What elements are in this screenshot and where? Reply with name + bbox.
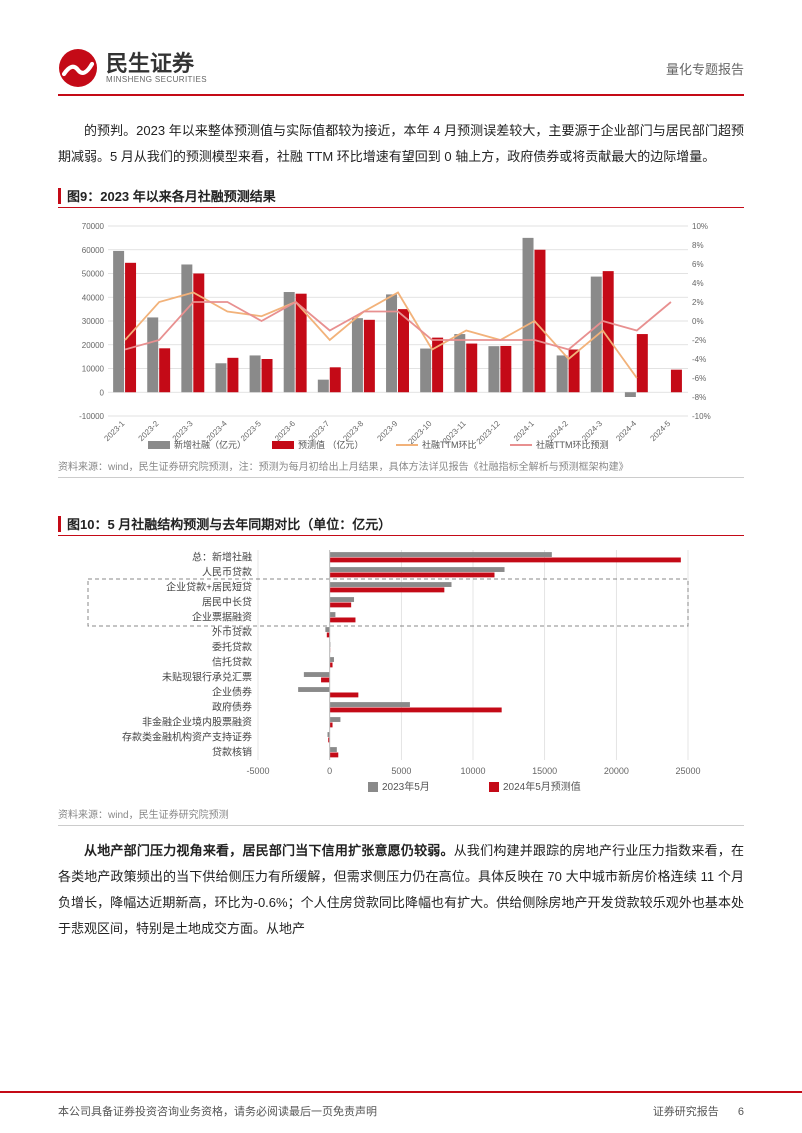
- brand-logo: 民生证券 MINSHENG SECURITIES: [58, 48, 207, 88]
- intro-para-text: 的预判。2023 年以来整体预测值与实际值都较为接近，本年 4 月预测误差较大，…: [58, 118, 744, 170]
- svg-text:总：新增社融: 总：新增社融: [192, 551, 252, 564]
- fig10-chart: -5000 0 5000 10000 15000 20000 25000 总：新增社融人民币贷…: [58, 544, 744, 804]
- logo-icon: [58, 48, 98, 88]
- red-bar-icon: [58, 516, 61, 532]
- svg-text:70000: 70000: [82, 222, 105, 231]
- svg-text:外币贷款: 外币贷款: [212, 626, 252, 639]
- svg-text:新增社融（亿元）: 新增社融（亿元）: [174, 439, 246, 450]
- svg-text:40000: 40000: [82, 293, 105, 302]
- svg-text:社融TTM环比预测: 社融TTM环比预测: [536, 439, 609, 450]
- svg-text:政府债券: 政府债券: [212, 701, 252, 714]
- svg-text:0%: 0%: [692, 317, 704, 326]
- footer-report-label: 证券研究报告: [653, 1106, 719, 1118]
- para2: 从地产部门压力视角来看，居民部门当下信用扩张意愿仍较弱。从我们构建并跟踪的房地产…: [58, 838, 744, 942]
- svg-text:2024-1: 2024-1: [512, 419, 536, 443]
- svg-text:企业贷款+居民短贷: 企业贷款+居民短贷: [166, 581, 252, 594]
- svg-text:10000: 10000: [82, 365, 105, 374]
- svg-text:20000: 20000: [604, 766, 629, 776]
- svg-text:居民中长贷: 居民中长贷: [202, 596, 252, 609]
- red-bar-icon: [58, 188, 61, 204]
- svg-text:2024年5月预测值: 2024年5月预测值: [503, 780, 581, 793]
- para2-lead: 从地产部门压力视角来看，居民部门当下信用扩张意愿仍较弱。: [84, 843, 454, 858]
- svg-text:-10000: -10000: [79, 412, 104, 421]
- fig10-source: 资料来源：wind，民生证券研究院预测: [58, 808, 744, 823]
- page-number: 6: [738, 1106, 744, 1118]
- fig9-title-row: 图9：2023 年以来各月社融预测结果: [58, 186, 744, 205]
- svg-text:-8%: -8%: [692, 393, 706, 402]
- svg-text:社融TTM环比: 社融TTM环比: [422, 439, 477, 450]
- svg-text:2023年5月: 2023年5月: [382, 780, 430, 793]
- fig10-title: 图10：5 月社融结构预测与去年同期对比（单位：亿元）: [67, 514, 391, 533]
- svg-text:预测值 （亿元）: 预测值 （亿元）: [298, 439, 364, 450]
- svg-text:0: 0: [327, 766, 332, 776]
- fig9-chart: -10000 0 10000 20000 30000 40000 50000 60000 700…: [58, 216, 744, 456]
- svg-text:贷款核销: 贷款核销: [212, 746, 252, 759]
- logo-text-cn: 民生证券: [106, 53, 207, 75]
- svg-text:0: 0: [100, 388, 105, 397]
- fig9-title: 图9：2023 年以来各月社融预测结果: [67, 186, 276, 205]
- svg-text:2023-12: 2023-12: [475, 419, 503, 447]
- logo-text-en: MINSHENG SECURITIES: [106, 75, 207, 84]
- svg-text:委托贷款: 委托贷款: [212, 641, 252, 654]
- svg-text:2023-2: 2023-2: [137, 419, 161, 443]
- svg-text:人民币贷款: 人民币贷款: [202, 566, 252, 579]
- svg-text:6%: 6%: [692, 260, 704, 269]
- fig10-rule: [58, 535, 744, 536]
- svg-text:2023-1: 2023-1: [102, 419, 126, 443]
- fig9-source: 资料来源：wind，民生证券研究院预测，注：预测为每月初给出上月结果，具体方法详…: [58, 460, 744, 475]
- fig10-title-row: 图10：5 月社融结构预测与去年同期对比（单位：亿元）: [58, 514, 744, 533]
- svg-text:-4%: -4%: [692, 355, 706, 364]
- footer: 本公司具备证券投资咨询业务资格，请务必阅读最后一页免责声明 证券研究报告 6: [0, 1091, 802, 1133]
- svg-text:5000: 5000: [391, 766, 411, 776]
- svg-text:2024-5: 2024-5: [648, 419, 672, 443]
- intro-para: 的预判。2023 年以来整体预测值与实际值都较为接近，本年 4 月预测误差较大，…: [58, 118, 744, 170]
- svg-text:-5000: -5000: [246, 766, 269, 776]
- svg-text:10000: 10000: [460, 766, 485, 776]
- report-type: 量化专题报告: [666, 59, 744, 78]
- svg-text:2%: 2%: [692, 298, 704, 307]
- svg-text:4%: 4%: [692, 279, 704, 288]
- svg-text:-6%: -6%: [692, 374, 706, 383]
- header-bar: 民生证券 MINSHENG SECURITIES 量化专题报告: [58, 48, 744, 88]
- svg-text:2023-9: 2023-9: [375, 419, 399, 443]
- svg-text:20000: 20000: [82, 341, 105, 350]
- svg-text:2023-6: 2023-6: [273, 419, 297, 443]
- header-rule: [58, 94, 744, 96]
- svg-text:25000: 25000: [675, 766, 700, 776]
- svg-text:-10%: -10%: [692, 412, 711, 421]
- svg-text:企业债券: 企业债券: [212, 686, 252, 699]
- svg-text:8%: 8%: [692, 241, 704, 250]
- svg-text:2024-4: 2024-4: [614, 419, 638, 443]
- svg-text:信托贷款: 信托贷款: [212, 656, 252, 669]
- fig9-rule: [58, 207, 744, 208]
- svg-text:非金融企业境内股票融资: 非金融企业境内股票融资: [142, 716, 252, 729]
- footer-disclaimer: 本公司具备证券投资咨询业务资格，请务必阅读最后一页免责声明: [58, 1103, 377, 1119]
- svg-text:15000: 15000: [532, 766, 557, 776]
- svg-text:存款类金融机构资产支持证券: 存款类金融机构资产支持证券: [122, 731, 252, 744]
- svg-text:10%: 10%: [692, 222, 708, 231]
- svg-text:50000: 50000: [82, 270, 105, 279]
- svg-text:企业票据融资: 企业票据融资: [192, 611, 252, 624]
- svg-text:30000: 30000: [82, 317, 105, 326]
- svg-text:60000: 60000: [82, 246, 105, 255]
- svg-text:-2%: -2%: [692, 336, 706, 345]
- svg-text:未贴现银行承兑汇票: 未贴现银行承兑汇票: [162, 671, 252, 684]
